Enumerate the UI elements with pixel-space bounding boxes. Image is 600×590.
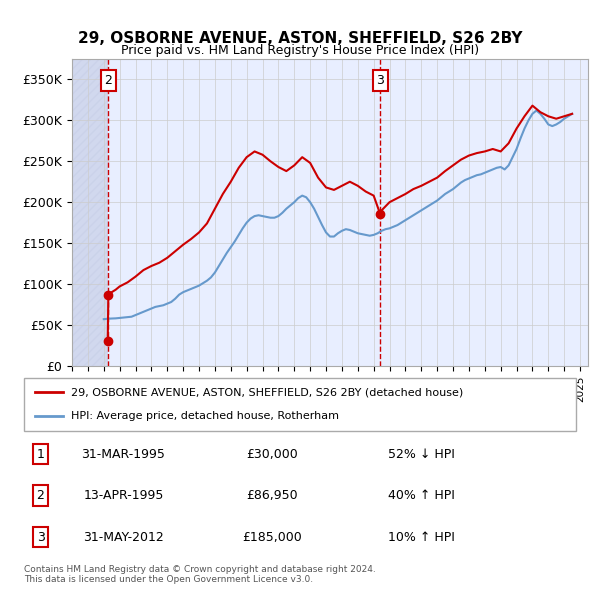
Text: 1: 1 (37, 448, 44, 461)
Text: 13-APR-1995: 13-APR-1995 (83, 489, 164, 502)
Text: 31-MAR-1995: 31-MAR-1995 (82, 448, 165, 461)
Text: 10% ↑ HPI: 10% ↑ HPI (388, 530, 455, 543)
FancyBboxPatch shape (24, 378, 576, 431)
Text: 3: 3 (376, 74, 384, 87)
Text: Contains HM Land Registry data © Crown copyright and database right 2024.
This d: Contains HM Land Registry data © Crown c… (24, 565, 376, 584)
Text: HPI: Average price, detached house, Rotherham: HPI: Average price, detached house, Roth… (71, 411, 339, 421)
Text: 52% ↓ HPI: 52% ↓ HPI (388, 448, 455, 461)
Text: £185,000: £185,000 (242, 530, 302, 543)
Text: 2: 2 (37, 489, 44, 502)
Text: 29, OSBORNE AVENUE, ASTON, SHEFFIELD, S26 2BY (detached house): 29, OSBORNE AVENUE, ASTON, SHEFFIELD, S2… (71, 388, 463, 398)
Text: 2: 2 (104, 74, 112, 87)
Text: £86,950: £86,950 (247, 489, 298, 502)
Text: £30,000: £30,000 (247, 448, 298, 461)
Text: 29, OSBORNE AVENUE, ASTON, SHEFFIELD, S26 2BY: 29, OSBORNE AVENUE, ASTON, SHEFFIELD, S2… (78, 31, 522, 46)
Text: 3: 3 (37, 530, 44, 543)
Text: 31-MAY-2012: 31-MAY-2012 (83, 530, 164, 543)
Bar (72, 59, 108, 366)
Text: Price paid vs. HM Land Registry's House Price Index (HPI): Price paid vs. HM Land Registry's House … (121, 44, 479, 57)
Text: 40% ↑ HPI: 40% ↑ HPI (388, 489, 455, 502)
